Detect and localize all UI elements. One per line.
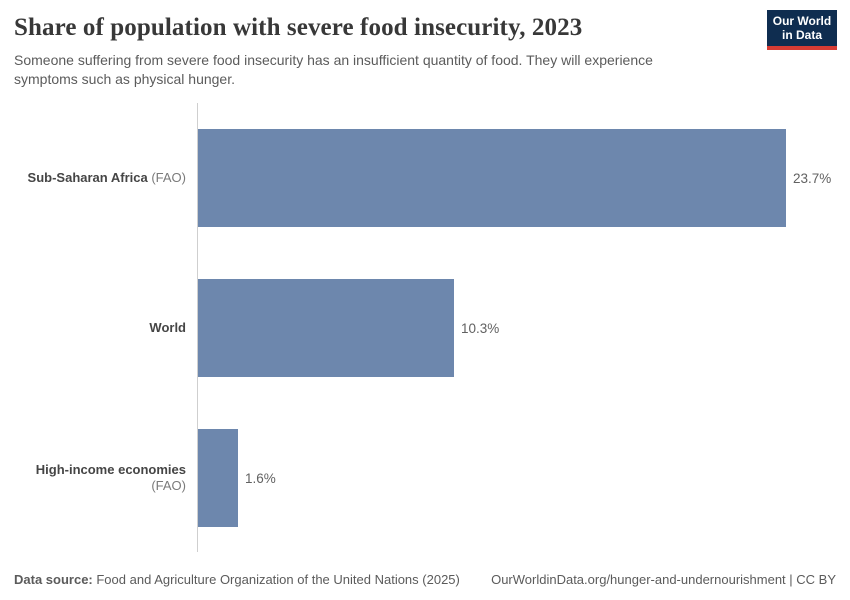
bar-track: 10.3% (190, 253, 850, 403)
data-source-text: Food and Agriculture Organization of the… (92, 572, 460, 587)
bar-track: 1.6% (190, 403, 850, 553)
chart-footer: Data source: Food and Agriculture Organi… (14, 572, 836, 588)
entity-name: High-income economies (35, 462, 186, 477)
entity-name: Sub-Saharan Africa (27, 170, 148, 185)
bar-row-sub-saharan-africa: Sub-Saharan Africa (FAO) 23.7% (0, 103, 850, 253)
bar-label-world: World (0, 320, 190, 336)
bar-value-world: 10.3% (461, 320, 500, 336)
plot-area: Sub-Saharan Africa (FAO) 23.7% World 10.… (0, 103, 850, 553)
owid-logo-line2: in Data (781, 28, 822, 42)
entity-source: (FAO) (151, 478, 186, 493)
bar-track: 23.7% (190, 103, 850, 253)
bar-value-sub-saharan-africa: 23.7% (793, 170, 832, 186)
chart-title: Share of population with severe food ins… (14, 14, 583, 41)
chart-subtitle: Someone suffering from severe food insec… (14, 52, 653, 87)
owid-logo-line1: Our World (772, 14, 832, 28)
bar-high-income[interactable] (198, 429, 238, 527)
bar-world[interactable] (198, 279, 454, 377)
owid-logo[interactable]: Our World in Data (767, 10, 837, 50)
entity-name: World (149, 320, 186, 335)
footer-link[interactable]: OurWorldinData.org/hunger-and-undernouri… (491, 572, 836, 587)
data-source-label: Data source: (14, 572, 93, 587)
bar-value-high-income: 1.6% (245, 470, 276, 486)
entity-source: (FAO) (147, 170, 186, 185)
bar-label-sub-saharan-africa: Sub-Saharan Africa (FAO) (0, 170, 190, 186)
bar-label-high-income: High-income economies (FAO) (0, 462, 190, 494)
bar-sub-saharan-africa[interactable] (198, 129, 786, 227)
bar-row-high-income: High-income economies (FAO) 1.6% (0, 403, 850, 553)
bar-row-world: World 10.3% (0, 253, 850, 403)
y-axis-line (197, 103, 198, 552)
data-source-note: Data source: Food and Agriculture Organi… (14, 572, 460, 588)
